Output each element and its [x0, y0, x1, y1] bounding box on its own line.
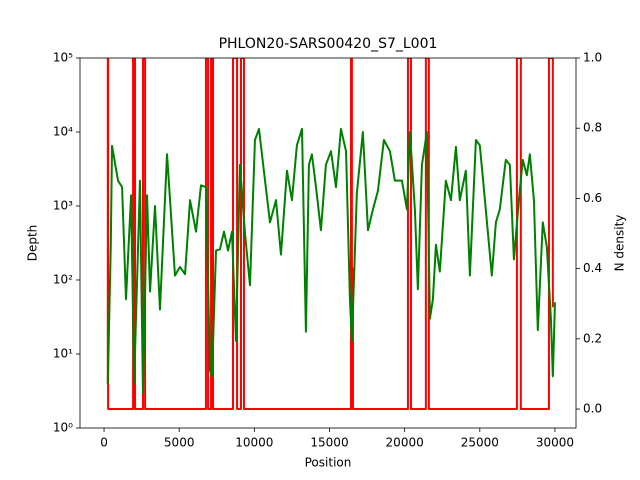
x-tick-label: 5000: [164, 436, 195, 450]
data-line: [106, 127, 556, 394]
x-tick-label: 15000: [310, 436, 348, 450]
x-tick-label: 25000: [461, 436, 499, 450]
data-line: [106, 58, 554, 411]
y-tick-label: 10⁴: [53, 125, 73, 139]
y2-tick-label: 0.6: [583, 191, 602, 205]
x-tick-label: 20000: [386, 436, 424, 450]
chart-title: PHLON20-SARS00420_S7_L001: [219, 36, 438, 52]
plot-area: [106, 58, 556, 411]
y-tick-label: 10⁵: [53, 51, 73, 65]
x-tick-label: 0: [100, 436, 108, 450]
y-tick-label: 10²: [53, 273, 73, 287]
y2-tick-label: 1.0: [583, 51, 602, 65]
y-tick-label: 10¹: [53, 347, 73, 361]
x-tick-label: 30000: [536, 436, 574, 450]
y-tick-label: 10³: [53, 199, 73, 213]
x-tick-label: 10000: [235, 436, 273, 450]
y-axis-label: Depth: [26, 225, 40, 262]
y2-tick-label: 0.2: [583, 331, 602, 345]
y2-tick-label: 0.0: [583, 402, 602, 416]
y-tick-label: 10⁰: [53, 421, 73, 435]
y2-tick-label: 0.4: [583, 261, 602, 275]
axes-frame: [79, 57, 577, 429]
y2-axis-label: N density: [613, 215, 627, 272]
x-axis-label: Position: [305, 456, 352, 470]
y2-tick-label: 0.8: [583, 121, 602, 135]
